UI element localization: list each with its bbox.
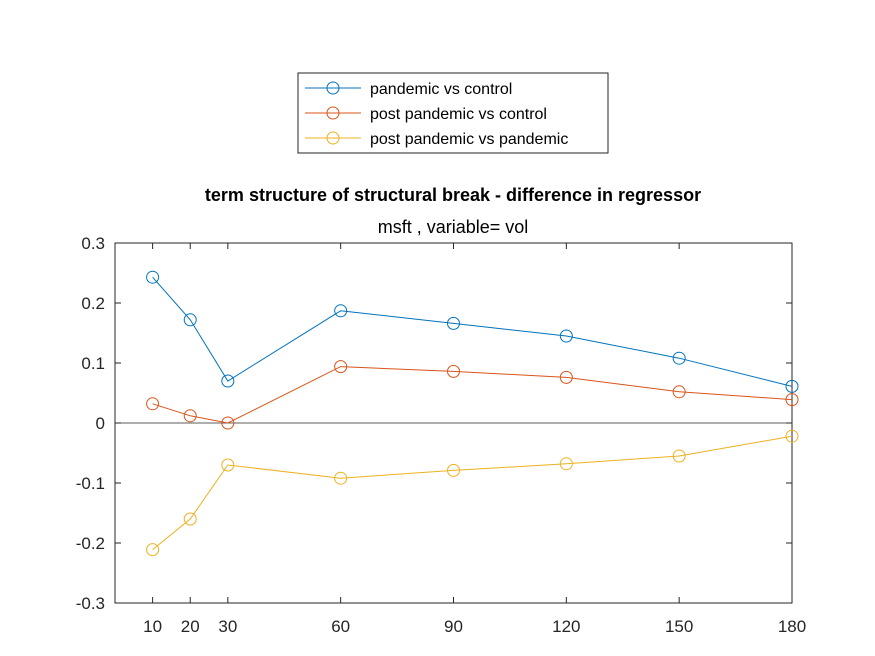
x-tick-label: 180	[778, 617, 806, 636]
data-point	[785, 393, 799, 407]
axes: -0.3 -0.2 -0.1 0 0.1 0.2 0.3 10 20 30 60 90 120 150 18…	[76, 234, 806, 636]
data-point	[221, 458, 235, 472]
data-point	[221, 416, 235, 430]
data-point	[785, 379, 799, 393]
legend-label: post pandemic vs control	[370, 106, 547, 123]
data-point	[447, 316, 460, 330]
series-2	[146, 360, 799, 430]
data-point	[672, 449, 686, 463]
x-tick-label: 10	[143, 617, 162, 636]
data-point	[559, 329, 573, 343]
series-line	[152, 435, 793, 550]
data-point	[221, 374, 235, 388]
legend-label: post pandemic vs pandemic	[370, 131, 568, 148]
data-point	[183, 409, 197, 423]
legend-item: post pandemic vs control	[305, 106, 547, 123]
y-tick-label: 0	[96, 414, 105, 433]
y-tick-label: -0.1	[76, 474, 105, 493]
data-point	[672, 385, 686, 399]
y-tick-label: 0.3	[81, 234, 105, 253]
data-point	[447, 364, 460, 378]
y-tick-label: 0.2	[81, 294, 105, 313]
plot-area	[146, 270, 799, 557]
legend-label: pandemic vs control	[370, 81, 512, 98]
data-point	[334, 360, 348, 374]
legend-item: pandemic vs control	[305, 81, 512, 98]
data-point	[559, 370, 573, 384]
legend: pandemic vs control post pandemic vs cont…	[297, 72, 609, 154]
data-point	[183, 313, 197, 327]
legend-item: post pandemic vs pandemic	[305, 131, 568, 148]
data-point	[183, 512, 197, 526]
x-tick-label: 120	[552, 617, 580, 636]
series-line	[152, 366, 793, 424]
chart-subtitle: msft , variable= vol	[378, 217, 529, 237]
x-tick-label: 90	[444, 617, 463, 636]
data-point	[334, 304, 348, 318]
x-tick-label: 150	[665, 617, 693, 636]
legend-marker	[326, 131, 340, 145]
y-tick-label: 0.1	[81, 354, 105, 373]
data-point	[334, 471, 348, 485]
series-line	[152, 276, 793, 387]
chart-title: term structure of structural break - dif…	[205, 185, 701, 205]
x-tick-label: 30	[218, 617, 237, 636]
data-point	[146, 543, 160, 557]
series-1	[146, 270, 799, 393]
data-point	[146, 270, 160, 284]
data-point	[146, 397, 160, 411]
y-tick-label: -0.3	[76, 594, 105, 613]
legend-marker	[326, 81, 340, 95]
series-3	[146, 429, 799, 557]
x-tick-label: 20	[181, 617, 200, 636]
data-point	[672, 351, 686, 365]
data-point	[447, 463, 460, 477]
x-tick-label: 60	[331, 617, 350, 636]
legend-marker	[326, 106, 340, 120]
data-point	[785, 429, 799, 443]
data-point	[559, 457, 573, 471]
y-tick-label: -0.2	[76, 534, 105, 553]
